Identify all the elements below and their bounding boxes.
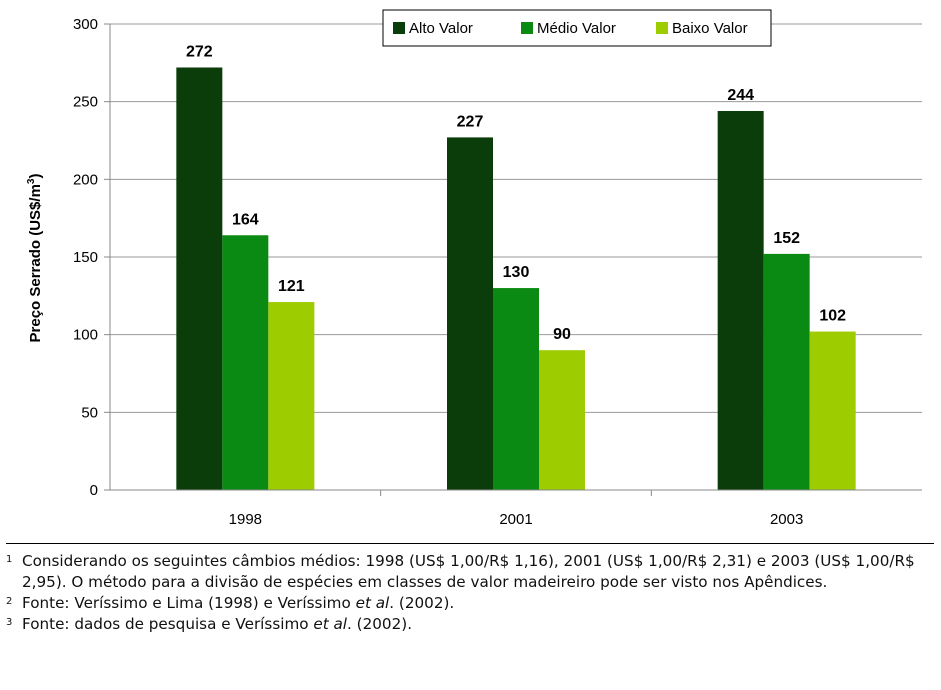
y-tick-labels: 0 50 100 150 200 250 300 [73,16,98,499]
data-label: 244 [727,87,754,104]
legend-entry: Baixo Valor [672,20,748,37]
footnote-number: 3 [6,617,13,628]
x-tick-label: 1998 [229,511,262,528]
y-tick-label: 100 [73,327,98,344]
footnote-number: 1 [6,554,13,565]
footnote-text: Fonte: Veríssimo e Lima (1998) e Veríssi… [22,594,356,612]
legend-swatch [393,22,405,34]
axes [104,23,922,496]
bar-baixo-valor-2001 [539,350,585,490]
legend-entry: Alto Valor [409,20,473,37]
x-tick-labels: 1998 2001 2003 [229,511,804,528]
data-label: 272 [186,43,213,60]
footnote-3: 3 Fonte: dados de pesquisa e Veríssimo et… [6,614,934,635]
y-tick-label: 300 [73,16,98,33]
footnote-2: 2 Fonte: Veríssimo e Lima (1998) e Veríss… [6,593,934,614]
footnote-text-end: . (2002). [347,615,413,633]
bar-alto-valor-1998 [176,67,223,490]
legend-entry: Médio Valor [537,20,616,37]
data-label: 152 [773,230,800,247]
bars [176,67,856,491]
y-tick-label: 50 [81,404,98,421]
data-label: 130 [503,264,530,281]
footnote-italic: et al [355,594,390,612]
bar-chart: 0 50 100 150 200 250 300 1998 2001 2003 272 164 12… [26,9,922,528]
bar-alto-valor-2001 [447,137,493,491]
data-label: 121 [278,278,305,295]
legend-swatch [521,22,533,34]
data-label: 90 [553,326,571,343]
bar-baixo-valor-2003 [809,331,856,490]
legend-swatch [656,22,668,34]
bar-médio-valor-1998 [222,235,269,490]
bar-médio-valor-2003 [763,253,810,490]
data-labels: 272 164 121 227 130 90 244 152 102 [186,43,846,343]
x-tick-label: 2003 [770,511,803,528]
chart-area: 0 50 100 150 200 250 300 1998 2001 2003 272 164 12… [26,9,922,528]
data-label: 102 [819,308,846,325]
y-tick-label: 200 [73,171,98,188]
footnote-text: Fonte: dados de pesquisa e Veríssimo [22,615,314,633]
data-label: 227 [457,113,484,130]
footnotes: 1 Considerando os seguintes câmbios médio… [6,543,934,635]
x-tick-label: 2001 [499,511,532,528]
footnote-italic: et al [313,615,348,633]
y-tick-label: 0 [90,482,98,499]
y-tick-label: 250 [73,94,98,111]
legend: Alto Valor Médio Valor Baixo Valor [382,9,772,47]
bar-alto-valor-2003 [717,110,764,490]
data-label: 164 [232,211,259,228]
footnote-1: 1 Considerando os seguintes câmbios médio… [6,551,934,593]
footnote-text-end: . (2002). [389,594,455,612]
footnote-text: Considerando os seguintes câmbios médios… [22,552,915,591]
bar-baixo-valor-1998 [268,302,315,490]
y-tick-label: 150 [73,249,98,266]
y-axis-label: Preço Serrado (US$/m3) [26,174,44,343]
footnote-number: 2 [6,596,13,607]
legend-box [382,9,772,47]
bar-médio-valor-2001 [493,288,539,490]
